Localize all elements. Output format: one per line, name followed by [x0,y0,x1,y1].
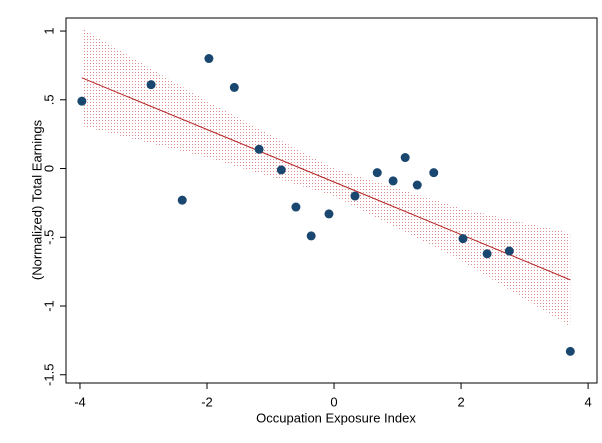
point [306,231,316,241]
point [388,176,398,186]
point [565,346,575,356]
point [504,246,514,256]
x-tick-label: -2 [201,394,213,409]
x-tick-label: 2 [457,394,464,409]
point [229,82,239,92]
confidence-band [81,28,571,327]
y-tick-label: -1.5 [41,364,56,386]
point [291,202,301,212]
point [276,165,286,175]
x-tick-label: 4 [584,394,591,409]
point [482,249,492,259]
point [254,144,264,154]
point [400,153,410,163]
x-tick-label: -4 [74,394,86,409]
plot-frame [65,17,598,384]
y-tick-label: .5 [41,94,56,105]
point [350,191,360,201]
y-tick-label: 0 [41,165,56,172]
y-axis-label: (Normalized) Total Earnings [29,119,44,280]
x-axis-label: Occupation Exposure Index [256,410,416,425]
y-tick-label: -1 [41,300,56,312]
y-tick-label: -.5 [41,230,56,245]
fit-line [81,77,571,281]
point [412,180,422,190]
point [177,195,187,205]
point [372,168,382,178]
y-tick-label: 1 [41,27,56,34]
point [429,168,439,178]
x-tick-label: 0 [330,394,337,409]
point [458,234,468,244]
point [324,209,334,219]
point [204,54,214,64]
point [146,80,156,90]
point [77,96,87,106]
